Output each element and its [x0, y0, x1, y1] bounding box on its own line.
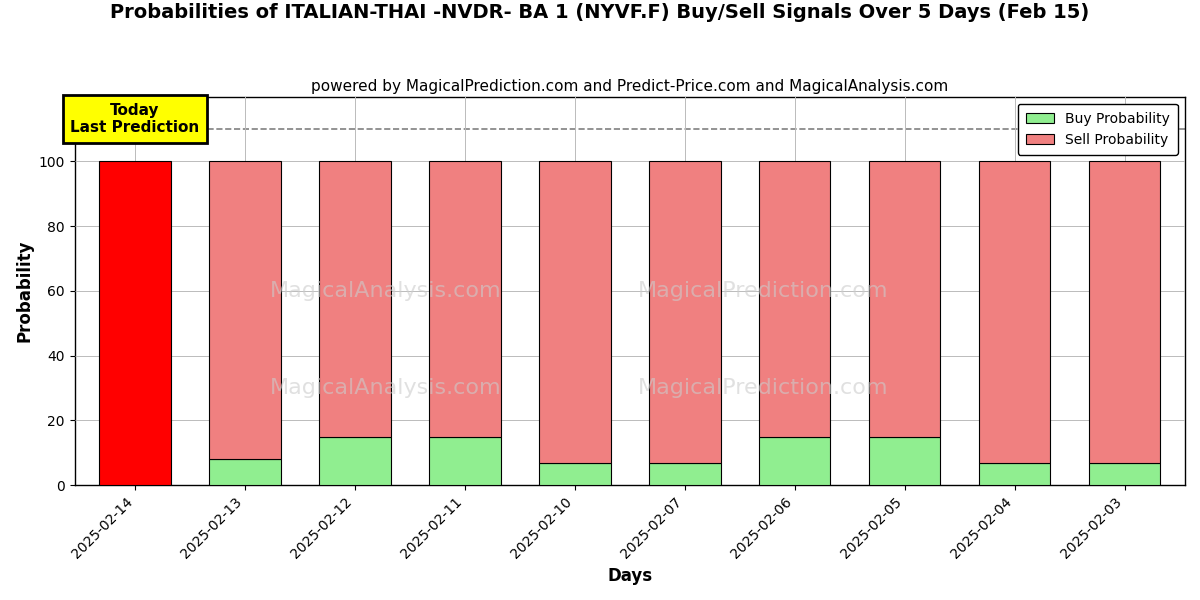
- Bar: [319, 161, 391, 437]
- X-axis label: Days: Days: [607, 567, 653, 585]
- Bar: [209, 460, 281, 485]
- Text: MagicalPrediction.com: MagicalPrediction.com: [638, 281, 888, 301]
- Legend: Buy Probability, Sell Probability: Buy Probability, Sell Probability: [1018, 104, 1178, 155]
- Bar: [869, 161, 941, 437]
- Bar: [539, 463, 611, 485]
- Bar: [539, 161, 611, 463]
- Bar: [979, 161, 1050, 463]
- Bar: [869, 437, 941, 485]
- Text: MagicalAnalysis.com: MagicalAnalysis.com: [270, 378, 502, 398]
- Text: MagicalAnalysis.com: MagicalAnalysis.com: [270, 281, 502, 301]
- Bar: [100, 161, 170, 485]
- Bar: [649, 161, 720, 463]
- Bar: [760, 161, 830, 437]
- Bar: [760, 437, 830, 485]
- Bar: [979, 463, 1050, 485]
- Bar: [1088, 463, 1160, 485]
- Bar: [1088, 161, 1160, 463]
- Y-axis label: Probability: Probability: [16, 239, 34, 342]
- Bar: [649, 463, 720, 485]
- Bar: [430, 161, 500, 437]
- Bar: [209, 161, 281, 460]
- Title: powered by MagicalPrediction.com and Predict-Price.com and MagicalAnalysis.com: powered by MagicalPrediction.com and Pre…: [311, 79, 948, 94]
- Text: Today
Last Prediction: Today Last Prediction: [71, 103, 199, 136]
- Text: Probabilities of ITALIAN-THAI -NVDR- BA 1 (NYVF.F) Buy/Sell Signals Over 5 Days : Probabilities of ITALIAN-THAI -NVDR- BA …: [110, 3, 1090, 22]
- Bar: [319, 437, 391, 485]
- Text: MagicalPrediction.com: MagicalPrediction.com: [638, 378, 888, 398]
- Bar: [430, 437, 500, 485]
